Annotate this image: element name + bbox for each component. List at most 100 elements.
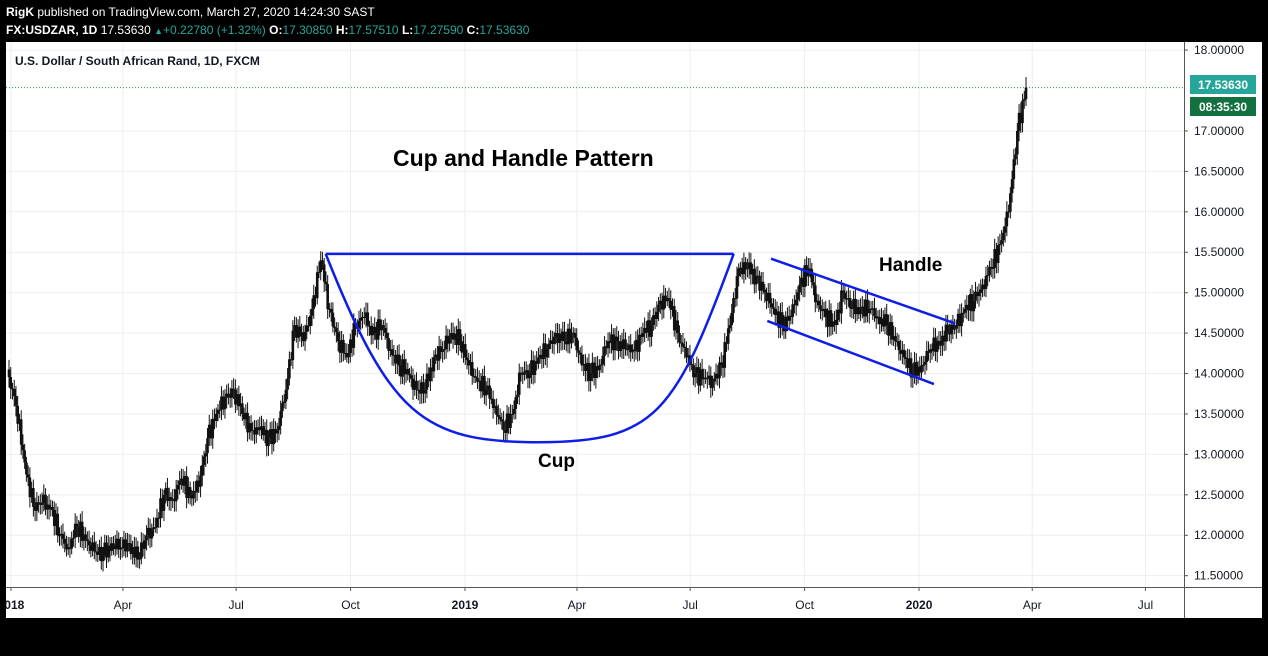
candle-body [167, 497, 171, 501]
candle-body [450, 333, 453, 338]
candle-body [756, 275, 760, 277]
candle-body [852, 298, 855, 309]
candle-body [564, 341, 568, 345]
candle-body [392, 354, 396, 356]
candle-body [787, 315, 791, 321]
candle-body [531, 360, 535, 375]
candle-body [66, 547, 70, 550]
candle-body [16, 405, 19, 424]
candle-body [930, 349, 934, 352]
candle-body [481, 376, 484, 392]
candle-body [662, 295, 666, 310]
candle-body [68, 547, 72, 549]
candle-body [145, 535, 148, 541]
candle-body [251, 430, 255, 432]
candle-body [415, 380, 418, 390]
candle-body [21, 444, 25, 451]
candle-body [707, 375, 711, 379]
time-axis[interactable]: 2018 Apr Jul Oct 2019 Apr Jul Oct 2020 Apr Jul [6, 587, 1153, 612]
candle-body [866, 299, 869, 314]
candle-body [850, 308, 854, 310]
candle-body [935, 340, 939, 352]
cup-curve[interactable] [324, 253, 735, 444]
candle-body [204, 453, 208, 457]
candle-body [854, 298, 857, 315]
candle-body [282, 401, 286, 404]
candle-body [237, 394, 241, 407]
candle-body [624, 339, 627, 350]
candle-body [270, 429, 274, 445]
candle-body [73, 523, 77, 538]
candle-body [228, 394, 232, 398]
candle-body [622, 339, 626, 349]
candle-body [451, 333, 455, 340]
price-axis-border [1184, 42, 1185, 618]
candle-body [298, 326, 302, 337]
candle-body [913, 362, 916, 374]
candle-body [265, 429, 269, 447]
candle-body [942, 335, 946, 342]
candle-body [895, 341, 899, 343]
publisher-name[interactable]: RigK [6, 5, 34, 19]
candle-body [951, 324, 955, 330]
candle-body [596, 366, 599, 371]
candle-body [718, 362, 721, 379]
price-axis[interactable]: 11.50000 12.00000 12.50000 13.00000 13.50000… [1184, 43, 1244, 583]
candle-body [99, 546, 103, 562]
candle-body [632, 349, 636, 352]
candle-body [1014, 154, 1017, 160]
candle-body [150, 529, 154, 539]
candle-body [11, 388, 14, 390]
chart-frame[interactable]: 11.50000 12.00000 12.50000 13.00000 13.50000… [6, 42, 1262, 618]
candle-body [234, 389, 237, 405]
candle-body [152, 527, 155, 530]
candle-body [108, 545, 112, 551]
candle-body [423, 389, 427, 394]
candle-body [659, 300, 662, 305]
handle-lower-line[interactable] [766, 319, 935, 386]
candle-body [549, 340, 552, 344]
candle-body [655, 311, 659, 320]
candle-body [288, 359, 291, 379]
candle-body [40, 502, 44, 505]
candle-body [737, 268, 740, 277]
candle-body [12, 388, 16, 397]
candle-body [537, 357, 540, 364]
candle-body [808, 268, 812, 270]
candle-body [876, 316, 880, 319]
candle-body [232, 388, 235, 390]
candle-body [117, 538, 120, 550]
candle-body [585, 362, 589, 371]
candle-body [486, 385, 490, 390]
candle-body [657, 304, 660, 312]
candle-body [892, 336, 895, 340]
close-label: C: [466, 23, 480, 37]
candle-body [1003, 226, 1007, 233]
candle-body [1024, 87, 1028, 100]
candle-body [530, 360, 533, 374]
candle-body [221, 396, 225, 410]
candle-body [7, 369, 11, 378]
candle-body [885, 314, 889, 326]
candle-body [366, 312, 370, 326]
candle-body [845, 298, 848, 300]
candle-body [286, 378, 289, 390]
candle-body [148, 527, 152, 539]
handle-upper-line[interactable] [770, 257, 956, 325]
candle-body [187, 487, 190, 499]
candle-body [439, 346, 443, 352]
price-chart[interactable]: 11.50000 12.00000 12.50000 13.00000 13.50000… [6, 42, 1262, 618]
candle-body [401, 359, 404, 377]
candle-body [127, 543, 131, 545]
candle-body [122, 539, 126, 548]
candle-body [871, 308, 875, 310]
low-value: 17.27590 [413, 23, 464, 37]
countdown-tag: 08:35:30 [1190, 97, 1256, 116]
candle-body [404, 368, 408, 375]
candle-body [793, 304, 796, 306]
candle-body [702, 377, 706, 380]
candle-body [652, 315, 655, 326]
candle-body [864, 299, 868, 317]
candle-body [526, 370, 530, 379]
candle-body [268, 429, 272, 439]
